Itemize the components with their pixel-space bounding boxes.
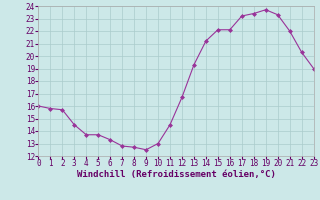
- X-axis label: Windchill (Refroidissement éolien,°C): Windchill (Refroidissement éolien,°C): [76, 170, 276, 179]
